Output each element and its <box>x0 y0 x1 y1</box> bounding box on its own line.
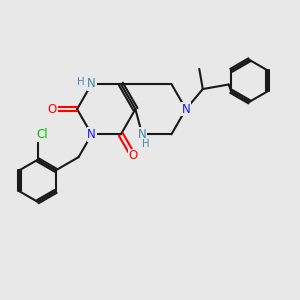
Text: O: O <box>48 103 57 116</box>
Text: N: N <box>138 128 147 141</box>
Text: H: H <box>77 77 84 87</box>
Text: H: H <box>142 139 149 149</box>
Text: Cl: Cl <box>36 128 48 142</box>
Text: N: N <box>87 77 96 90</box>
Text: N: N <box>182 103 190 116</box>
Text: O: O <box>129 149 138 162</box>
Text: N: N <box>87 128 96 141</box>
